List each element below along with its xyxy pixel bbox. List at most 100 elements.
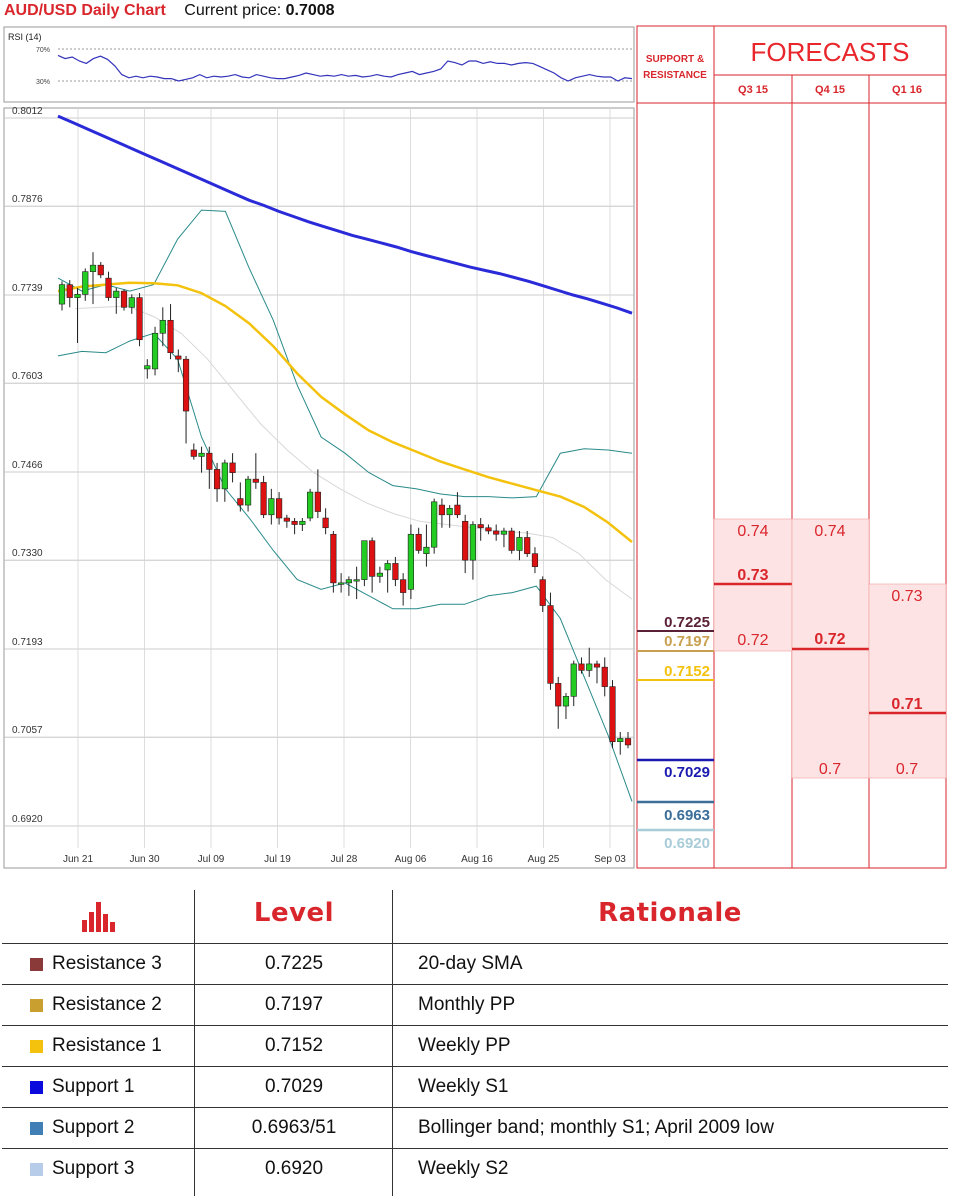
row-swatch <box>30 1163 43 1176</box>
forecast-high-q1: 0.73 <box>891 588 922 605</box>
x-tick-label: Sep 03 <box>594 854 626 865</box>
level-label-r3: 0.7225 <box>664 614 710 631</box>
forecast-high-q3: 0.74 <box>737 523 768 540</box>
sr-label-2: RESISTANCE <box>643 70 707 81</box>
chart-area: RSI (14) 70% 30% 0.8012 0.7876 0.7739 0.760… <box>3 25 947 869</box>
row-name: Support 1 <box>52 1076 135 1097</box>
forecast-mid-q3: 0.73 <box>737 567 768 584</box>
candle-body <box>151 332 159 370</box>
table-header: Level Rationale <box>0 890 962 942</box>
forecast-high-q4: 0.74 <box>814 523 845 540</box>
table-row-line <box>2 984 948 985</box>
forecast-low-q3: 0.72 <box>737 632 768 649</box>
table-row: Resistance 1 0.7152 Weekly PP <box>0 1026 962 1067</box>
candle-body <box>66 284 73 298</box>
candle-body <box>438 504 446 516</box>
forecast-mid-q4: 0.72 <box>814 631 845 648</box>
row-rationale: Monthly PP <box>418 994 516 1015</box>
candle-body <box>361 540 368 580</box>
candle-body <box>469 524 477 561</box>
forecast-low-q1: 0.7 <box>896 761 918 778</box>
y-tick-label: 0.7330 <box>12 548 43 559</box>
candle-body <box>206 452 213 470</box>
candle-body <box>570 663 577 697</box>
table-col-divider-1 <box>194 890 195 1196</box>
candle-body <box>283 517 290 522</box>
candlesticks <box>58 252 632 755</box>
bollinger-upper-line <box>57 209 633 499</box>
price-grid <box>4 108 634 848</box>
candle-body <box>376 572 383 577</box>
row-swatch <box>30 1040 43 1053</box>
candle-body <box>144 365 151 370</box>
candle-body <box>89 264 97 272</box>
row-name: Resistance 3 <box>52 953 162 974</box>
table-col-divider-2 <box>392 890 393 1196</box>
candle-body <box>547 605 554 684</box>
rsi-tick-30: 30% <box>36 79 50 86</box>
y-axis-ticks: 0.8012 0.7876 0.7739 0.7603 0.7466 0.7330 0.71… <box>12 106 43 825</box>
candle-body <box>586 663 593 671</box>
row-swatch <box>30 958 43 971</box>
rsi-tick-70: 70% <box>36 47 50 54</box>
candle-body <box>446 508 453 516</box>
candle-body <box>190 449 197 457</box>
candle-body <box>198 452 205 457</box>
candle-body <box>229 462 236 473</box>
candle-body <box>531 553 539 567</box>
price-panel: 0.8012 0.7876 0.7739 0.7603 0.7466 0.7330 0.71… <box>3 106 635 869</box>
candle-body <box>353 579 360 582</box>
candle-body <box>555 683 562 707</box>
chart-title: AUD/USD Daily Chart <box>4 2 166 19</box>
row-name: Support 2 <box>52 1117 135 1138</box>
candle-body <box>508 530 515 551</box>
candle-body <box>524 537 531 554</box>
table-row-line <box>2 1066 948 1067</box>
level-label-s1: 0.7029 <box>664 764 710 781</box>
candle-body <box>244 478 252 506</box>
candle-body <box>400 579 407 593</box>
row-level: 0.6920 <box>264 1158 324 1179</box>
candle-body <box>407 533 414 590</box>
row-name: Resistance 2 <box>52 994 162 1015</box>
candle-body <box>601 666 608 687</box>
forecast-col-q4: Q4 15 <box>815 84 845 96</box>
rsi-line <box>57 54 633 82</box>
rsi-panel: RSI (14) 70% 30% <box>3 26 635 103</box>
bar-chart-icon <box>82 902 115 932</box>
table-row-line <box>2 943 948 944</box>
x-tick-label: Jun 30 <box>129 854 159 865</box>
table-row: Resistance 2 0.7197 Monthly PP <box>0 985 962 1026</box>
level-label-s3: 0.6920 <box>664 835 710 852</box>
forecast-panel: SUPPORT & RESISTANCE FORECASTS Q3 15 Q4 … <box>636 25 947 869</box>
header-rationale: Rationale <box>598 898 742 928</box>
x-axis-ticks: Jun 21 Jun 30 Jul 09 Jul 19 Jul 28 Aug 06 Aug … <box>63 854 626 865</box>
candle-body <box>105 277 112 298</box>
current-price-label: Current price: <box>184 2 282 19</box>
candle-body <box>338 582 345 585</box>
row-level: 0.7029 <box>264 1076 324 1097</box>
candle-body <box>516 537 523 551</box>
level-label-r1: 0.7152 <box>664 663 710 680</box>
row-name: Resistance 1 <box>52 1035 162 1056</box>
candle-body <box>136 297 143 341</box>
header-level: Level <box>253 898 335 928</box>
table-row: Support 3 0.6920 Weekly S2 <box>0 1149 962 1190</box>
y-tick-label: 0.7193 <box>12 637 43 648</box>
candle-body <box>384 563 391 571</box>
candle-body <box>369 540 376 577</box>
y-tick-label: 0.7739 <box>12 283 43 294</box>
candle-body <box>617 738 624 743</box>
candle-body <box>539 579 546 606</box>
candle-body <box>252 478 259 483</box>
candle-body <box>82 271 89 295</box>
rsi-label: RSI (14) <box>8 32 42 42</box>
candle-body <box>299 520 306 525</box>
forecast-range-q1 <box>868 583 947 779</box>
y-tick-label: 0.7466 <box>12 460 43 471</box>
y-tick-label: 0.7603 <box>12 371 43 382</box>
candle-body <box>624 738 632 746</box>
candle-body <box>392 563 399 580</box>
table-row: Support 1 0.7029 Weekly S1 <box>0 1067 962 1108</box>
forecast-col-q3: Q3 15 <box>738 84 768 96</box>
